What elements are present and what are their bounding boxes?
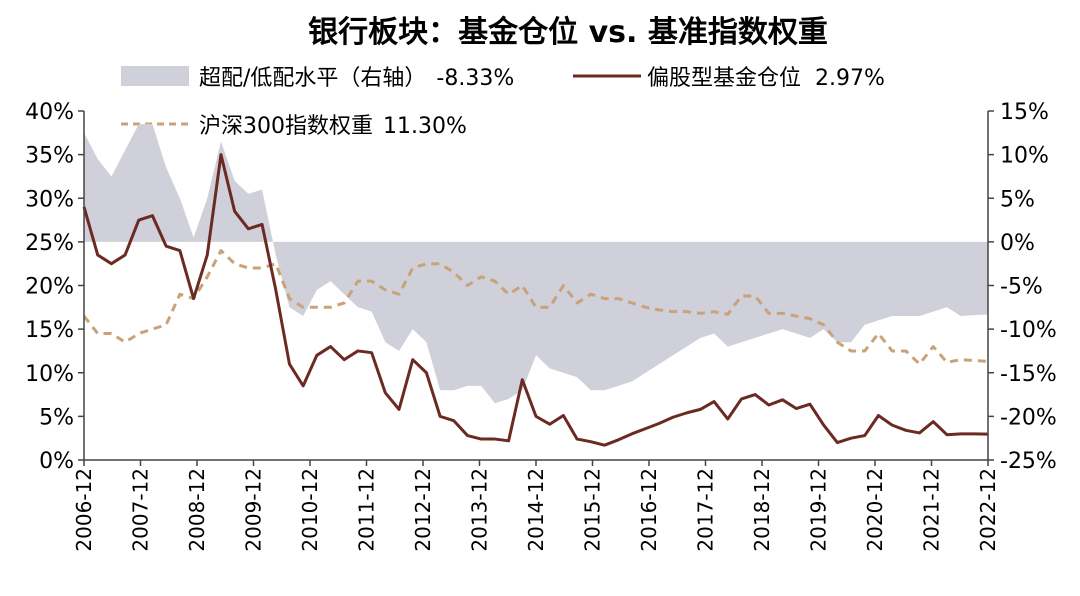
right-y-tick-label: -10%: [1000, 318, 1057, 343]
x-tick-label: 2012-12: [411, 468, 435, 552]
legend-swatch-overweight: [121, 66, 189, 86]
legend-label-overweight: 超配/低配水平（右轴） -8.33%: [199, 66, 514, 91]
series-line-csi300-weight: [82, 249, 989, 366]
plot-area: [82, 124, 989, 447]
right-y-tick-label: 0%: [1000, 231, 1035, 256]
x-tick-label: 2009-12: [242, 468, 266, 552]
left-y-tick-label: 0%: [39, 449, 74, 474]
legend-value-csi300-weight: 11.30%: [383, 114, 467, 139]
x-tick-label: 2010-12: [298, 468, 322, 552]
legend-name-fund-position: 偏股型基金仓位: [647, 66, 801, 91]
right-y-tick-label: 15%: [1000, 100, 1049, 125]
series-area-overweight: [84, 124, 988, 404]
legend-label-csi300-weight: 沪深300指数权重 11.30%: [199, 114, 467, 139]
left-y-tick-label: 30%: [25, 187, 74, 212]
legend-label-fund-position: 偏股型基金仓位 2.97%: [647, 66, 885, 91]
x-tick-label: 2013-12: [468, 468, 492, 552]
right-y-tick-label: -20%: [1000, 405, 1057, 430]
legend-name-overweight: 超配/低配水平（右轴）: [199, 66, 426, 91]
x-tick-label: 2020-12: [863, 468, 887, 552]
x-tick-label: 2016-12: [637, 468, 661, 552]
chart-title: 银行板块：基金仓位 vs. 基准指数权重: [308, 15, 828, 50]
axes: 0% 5% 10% 15% 20% 25% 30% 35% 40% -25% -20% -15% -10…: [25, 100, 1057, 552]
right-y-tick-label: 5%: [1000, 187, 1035, 212]
x-tick-label: 2014-12: [524, 468, 548, 552]
x-tick-label: 2018-12: [750, 468, 774, 552]
right-y-tick-label: -15%: [1000, 362, 1057, 387]
legend-item-overweight: 超配/低配水平（右轴） -8.33%: [121, 66, 514, 91]
left-y-tick-label: 40%: [25, 100, 74, 125]
legend-item-fund-position: 偏股型基金仓位 2.97%: [573, 66, 885, 91]
x-tick-label: 2008-12: [185, 468, 209, 552]
x-tick-label: 2006-12: [72, 468, 96, 552]
left-y-tick-label: 5%: [39, 405, 74, 430]
left-y-tick-label: 15%: [25, 318, 74, 343]
x-tick-label: 2021-12: [920, 468, 944, 552]
x-tick-label: 2022-12: [976, 468, 1000, 552]
left-y-tick-label: 20%: [25, 275, 74, 300]
series-line-fund-position: [82, 153, 989, 447]
legend-value-fund-position: 2.97%: [815, 66, 885, 91]
legend: 超配/低配水平（右轴） -8.33% 偏股型基金仓位 2.97% 沪深300指数权重…: [121, 66, 885, 139]
x-tick-label: 2015-12: [581, 468, 605, 552]
x-tick-label: 2019-12: [807, 468, 831, 552]
x-tick-label: 2007-12: [129, 468, 153, 552]
right-y-tick-label: -5%: [1000, 275, 1043, 300]
right-y-tick-label: -25%: [1000, 449, 1057, 474]
x-tick-label: 2011-12: [355, 468, 379, 552]
right-y-tick-label: 10%: [1000, 144, 1049, 169]
left-y-tick-label: 35%: [25, 144, 74, 169]
left-y-tick-label: 10%: [25, 362, 74, 387]
x-tick-label: 2017-12: [694, 468, 718, 552]
left-y-tick-label: 25%: [25, 231, 74, 256]
legend-name-csi300-weight: 沪深300指数权重: [199, 114, 373, 139]
legend-value-overweight: -8.33%: [436, 66, 514, 91]
legend-item-csi300-weight: 沪深300指数权重 11.30%: [121, 114, 467, 139]
